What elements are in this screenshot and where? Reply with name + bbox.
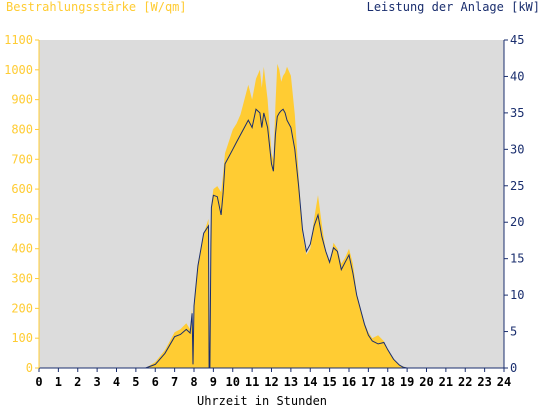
series-layer (39, 63, 504, 369)
irradiance-area (39, 63, 504, 369)
power-line (39, 108, 504, 369)
left-tick-label: 1100 (4, 33, 33, 47)
x-tick-label: 21 (439, 375, 453, 389)
left-tick-label: 900 (11, 93, 33, 107)
x-tick-label: 14 (303, 375, 317, 389)
right-tick-label: 35 (510, 106, 524, 120)
x-tick-label: 12 (264, 375, 278, 389)
x-tick-label: 6 (152, 375, 159, 389)
x-tick-label: 7 (171, 375, 178, 389)
x-tick-label: 8 (190, 375, 197, 389)
right-tick-label: 10 (510, 288, 524, 302)
right-axis-title: Leistung der Anlage [kW] (367, 0, 540, 14)
left-tick-label: 300 (11, 272, 33, 286)
left-tick-label: 500 (11, 212, 33, 226)
right-tick-label: 45 (510, 33, 524, 47)
left-tick-label: 1000 (4, 63, 33, 77)
right-tick-label: 0 (510, 361, 517, 375)
x-tick-label: 15 (322, 375, 336, 389)
left-tick-label: 200 (11, 301, 33, 315)
left-tick-label: 600 (11, 182, 33, 196)
x-tick-label: 4 (113, 375, 120, 389)
x-tick-label: 3 (94, 375, 101, 389)
x-tick-label: 11 (245, 375, 259, 389)
x-tick-label: 19 (400, 375, 414, 389)
x-tick-label: 23 (477, 375, 491, 389)
x-tick-label: 22 (458, 375, 472, 389)
left-axis-title: Bestrahlungsstärke [W/qm] (6, 0, 187, 14)
x-axis-label: Uhrzeit in Stunden (197, 394, 327, 408)
right-tick-label: 40 (510, 69, 524, 83)
x-tick-label: 18 (381, 375, 395, 389)
right-tick-label: 5 (510, 325, 517, 339)
left-tick-label: 0 (26, 361, 33, 375)
left-tick-label: 800 (11, 122, 33, 136)
x-tick-label: 20 (419, 375, 433, 389)
x-tick-label: 10 (226, 375, 240, 389)
x-tick-label: 5 (132, 375, 139, 389)
right-tick-label: 30 (510, 142, 524, 156)
right-tick-label: 20 (510, 215, 524, 229)
left-tick-label: 700 (11, 152, 33, 166)
ticks-layer: 0 1 2 3 4 5 6 7 8 9 10 11 12 13 14 15 16 17 18 19 20 21 22 23 24… (4, 33, 524, 389)
x-tick-label: 16 (342, 375, 356, 389)
x-tick-label: 24 (497, 375, 511, 389)
x-tick-label: 13 (284, 375, 298, 389)
right-tick-label: 15 (510, 252, 524, 266)
left-tick-label: 100 (11, 331, 33, 345)
left-tick-label: 400 (11, 242, 33, 256)
x-tick-label: 2 (74, 375, 81, 389)
x-tick-label: 17 (361, 375, 375, 389)
x-tick-label: 1 (55, 375, 62, 389)
x-tick-label: 9 (210, 375, 217, 389)
x-tick-label: 0 (35, 375, 42, 389)
right-tick-label: 25 (510, 179, 524, 193)
